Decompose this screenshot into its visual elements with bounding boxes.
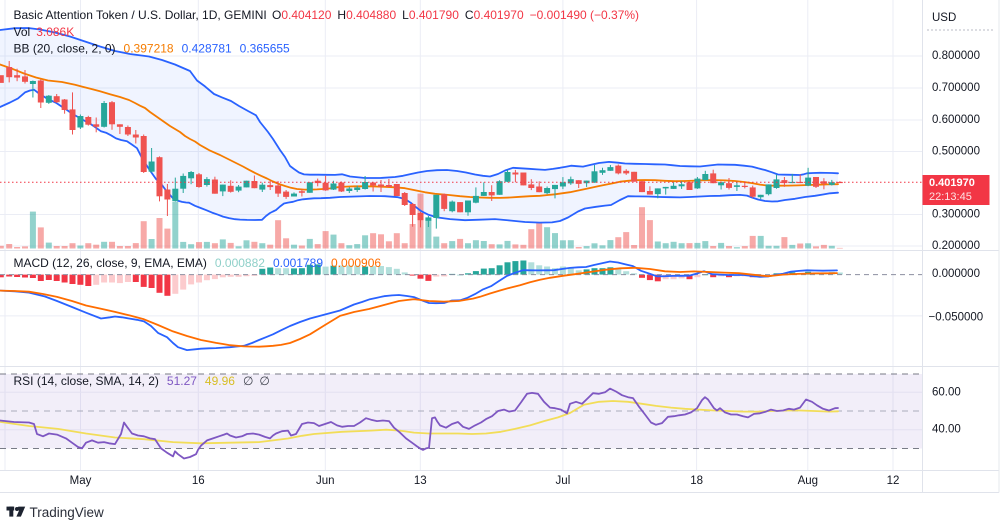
svg-text:0.700000: 0.700000 bbox=[932, 82, 980, 94]
svg-text:0.401970: 0.401970 bbox=[929, 177, 975, 189]
svg-text:12: 12 bbox=[887, 475, 900, 487]
svg-text:22:13:45: 22:13:45 bbox=[929, 191, 972, 203]
svg-text:TradingView: TradingView bbox=[30, 505, 105, 520]
svg-text:13: 13 bbox=[414, 475, 427, 487]
svg-text:0.600000: 0.600000 bbox=[932, 114, 980, 126]
svg-text:RSI (14, close, SMA, 14, 2)51.: RSI (14, close, SMA, 14, 2) 51.27 49.96 ∅ ∅ bbox=[14, 374, 270, 388]
svg-text:−0.050000: −0.050000 bbox=[929, 312, 984, 324]
svg-text:60.00: 60.00 bbox=[932, 386, 961, 398]
svg-text:40.00: 40.00 bbox=[932, 424, 961, 436]
svg-text:Basic Attention Token / U.S. D: Basic Attention Token / U.S. Dollar, 1D,… bbox=[14, 8, 267, 22]
svg-text:0.300000: 0.300000 bbox=[932, 209, 980, 221]
svg-text:May: May bbox=[70, 475, 92, 487]
svg-text:0.200000: 0.200000 bbox=[932, 240, 980, 252]
svg-text:USD: USD bbox=[932, 12, 956, 24]
svg-text:16: 16 bbox=[192, 475, 205, 487]
svg-text:Aug: Aug bbox=[798, 475, 818, 487]
svg-text:0.800000: 0.800000 bbox=[932, 50, 980, 62]
svg-text:Jul: Jul bbox=[556, 475, 571, 487]
svg-text:0.000000: 0.000000 bbox=[932, 268, 980, 280]
svg-text:0.500000: 0.500000 bbox=[932, 146, 980, 158]
svg-text:Jun: Jun bbox=[316, 475, 335, 487]
svg-text:MACD (12, 26, close, 9, EMA, E: MACD (12, 26, close, 9, EMA, EMA) 0.00088… bbox=[14, 256, 382, 270]
svg-text:18: 18 bbox=[690, 475, 703, 487]
